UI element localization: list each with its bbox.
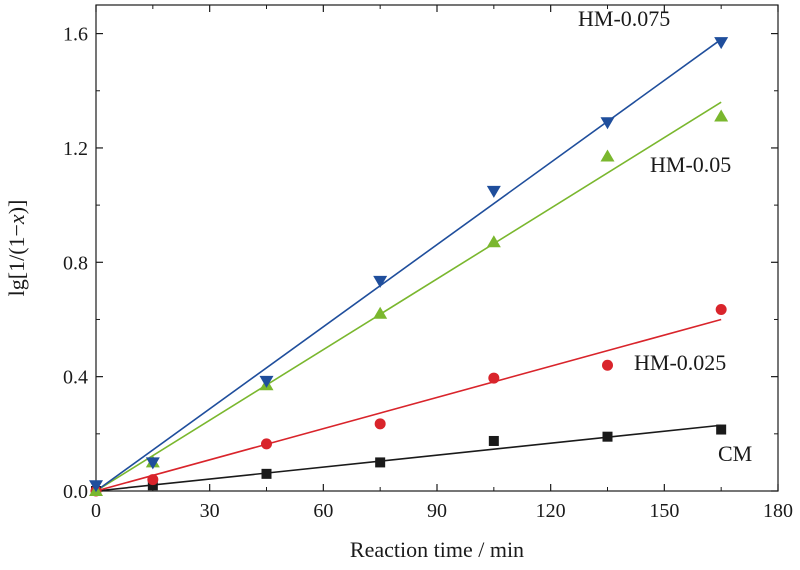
data-point-hm-0-05 — [486, 235, 501, 248]
data-point-hm-0-075 — [714, 37, 729, 50]
fit-line-cm — [95, 424, 722, 492]
data-point-hm-0-075 — [600, 117, 615, 130]
x-tick-label: 30 — [200, 500, 220, 522]
data-point-cm — [716, 424, 727, 435]
data-point-cm — [147, 480, 158, 491]
data-point-hm-0-025 — [715, 303, 727, 315]
fit-line-hm-0-025 — [95, 318, 722, 492]
y-tick-label: 1.6 — [63, 24, 88, 46]
data-point-cm — [261, 468, 272, 479]
data-point-hm-0-075 — [373, 275, 388, 288]
data-point-hm-0-025 — [488, 372, 500, 384]
y-tick-label: 1.2 — [63, 138, 88, 160]
x-tick-label: 0 — [91, 500, 101, 522]
series-label-hm-0-075: HM-0.075 — [578, 6, 670, 31]
x-tick-label: 60 — [313, 500, 333, 522]
data-point-hm-0-075 — [486, 185, 501, 198]
y-tick-label: 0.0 — [63, 481, 88, 503]
y-tick-label: 0.8 — [63, 252, 88, 274]
data-point-hm-0-075 — [89, 480, 103, 493]
data-point-hm-0-025 — [147, 474, 159, 486]
fit-line-hm-0-05 — [95, 101, 722, 492]
y-tick-label: 0.4 — [63, 367, 88, 389]
series-label-cm: CM — [718, 441, 752, 466]
x-axis-label: Reaction time / min — [350, 537, 524, 562]
data-point-hm-0-025 — [602, 359, 613, 371]
data-point-hm-0-025 — [261, 438, 272, 450]
axis-ticks: 0 30 60 90 120 150 180 0.0 0.4 0.8 1.2 1.6 — [63, 5, 793, 522]
y-axis-label: lg[1/(1−x)] — [4, 200, 29, 297]
data-point-cm — [488, 435, 499, 446]
data-point-hm-0-05 — [373, 306, 388, 319]
series-label-hm-0-05: HM-0.05 — [650, 152, 731, 177]
data-point-hm-0-05 — [714, 109, 729, 122]
fit-lines — [95, 38, 722, 492]
x-tick-label: 90 — [427, 500, 447, 522]
data-point-hm-0-025 — [374, 418, 386, 430]
data-point-hm-0-075 — [145, 457, 160, 470]
x-tick-label: 120 — [536, 500, 566, 522]
data-point-cm — [602, 431, 613, 442]
data-point-hm-0-05 — [600, 149, 615, 162]
x-tick-label: 180 — [763, 500, 793, 522]
plot-frame — [95, 4, 779, 492]
x-tick-label: 150 — [649, 500, 679, 522]
fit-line-hm-0-075 — [95, 38, 722, 492]
data-markers — [89, 37, 729, 497]
data-point-hm-0-075 — [259, 375, 274, 388]
data-point-cm — [375, 457, 386, 468]
series-label-hm-0-025: HM-0.025 — [634, 350, 726, 375]
